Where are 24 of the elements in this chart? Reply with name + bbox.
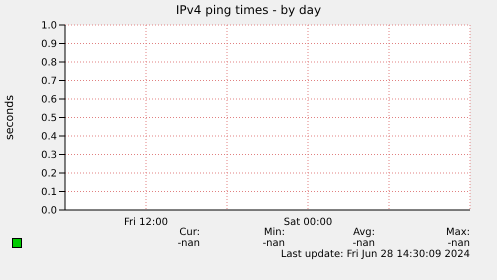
y-tick-label: 0.1 xyxy=(41,187,57,198)
x-tick-label: Sat 00:00 xyxy=(284,217,332,228)
y-tick-label: 1.0 xyxy=(41,20,57,32)
y-tick-label: 0.3 xyxy=(41,150,57,162)
y-tick-label: 0.7 xyxy=(41,76,57,88)
text: -nan xyxy=(262,238,285,249)
y-tick-label: 0.2 xyxy=(41,168,57,180)
y-tick-label: 0.4 xyxy=(41,132,57,143)
y-tick-label: 0.9 xyxy=(41,39,57,50)
y-axis-title: seconds xyxy=(2,95,16,140)
text: -nan xyxy=(448,238,470,249)
y-tick-label: 0.0 xyxy=(41,206,57,217)
text: Max: xyxy=(446,227,470,238)
text: -nan xyxy=(352,238,375,249)
text: -nan xyxy=(178,238,200,249)
y-tick-label: 0.5 xyxy=(41,113,57,124)
text: Cur: xyxy=(179,227,200,238)
y-tick-label: 0.8 xyxy=(41,58,57,69)
text: Last update: Fri Jun 28 14:30:09 2024 xyxy=(280,249,470,260)
text: Min: xyxy=(264,227,285,238)
y-tick-label: 0.6 xyxy=(41,94,57,106)
chart-title: IPv4 ping times - by day xyxy=(174,3,322,17)
x-tick-label: Fri 12:00 xyxy=(124,217,168,228)
text: Avg: xyxy=(353,227,375,238)
